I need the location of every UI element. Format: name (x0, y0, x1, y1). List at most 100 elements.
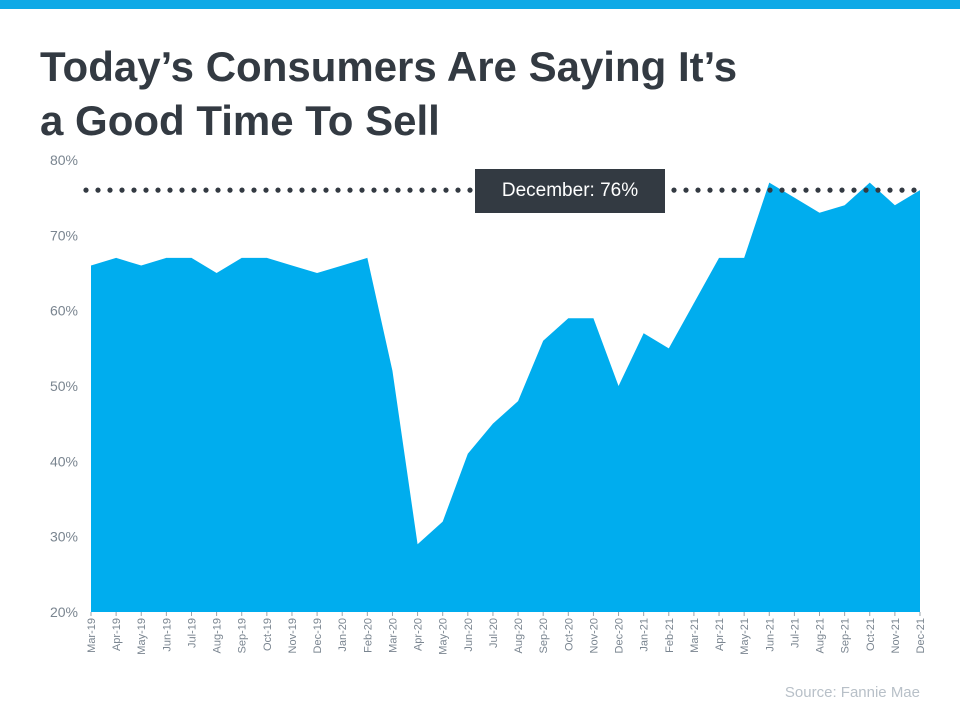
reference-dot (743, 187, 749, 193)
x-tick-label: Dec-20 (614, 618, 626, 653)
x-tick-label: Sep-21 (840, 618, 852, 653)
reference-dot (671, 187, 677, 193)
title-line-1: Today’s Consumers Are Saying It’s (40, 43, 738, 90)
reference-dot (899, 187, 905, 193)
reference-dot (803, 187, 809, 193)
page-title: Today’s Consumers Are Saying It’s a Good … (40, 40, 737, 148)
reference-dot (119, 187, 125, 193)
reference-dot (287, 187, 293, 193)
reference-dot (815, 187, 821, 193)
x-tick-label: Oct-20 (563, 618, 575, 651)
reference-dot (155, 187, 161, 193)
reference-dot (383, 187, 389, 193)
reference-dot (203, 187, 209, 193)
reference-dot (215, 187, 221, 193)
y-tick-label: 40% (50, 453, 78, 469)
reference-dot (467, 187, 473, 193)
reference-dot (407, 187, 413, 193)
reference-dot (299, 187, 305, 193)
reference-dot (791, 187, 797, 193)
reference-dot (887, 187, 893, 193)
x-tick-label: Jun-21 (764, 618, 776, 652)
y-tick-label: 30% (50, 529, 78, 545)
reference-dot (851, 187, 857, 193)
x-tick-label: Oct-21 (865, 618, 877, 651)
reference-dot (419, 187, 425, 193)
reference-dot (347, 187, 353, 193)
x-tick-label: Feb-20 (362, 618, 374, 653)
reference-dot (83, 187, 89, 193)
x-tick-label: Aug-21 (815, 618, 827, 653)
reference-dot (695, 187, 701, 193)
x-tick-label: May-20 (438, 618, 450, 655)
reference-dot (455, 187, 461, 193)
x-tick-label: Nov-20 (588, 618, 600, 653)
x-tick-label: Dec-19 (312, 618, 324, 653)
reference-dot (911, 187, 917, 193)
x-tick-label: Dec-21 (915, 618, 927, 653)
reference-dot (431, 187, 437, 193)
reference-dot (395, 187, 401, 193)
x-tick-label: Jun-19 (161, 618, 173, 652)
x-tick-label: Aug-19 (212, 618, 224, 653)
y-tick-label: 50% (50, 378, 78, 394)
reference-dot (731, 187, 737, 193)
reference-dot (863, 187, 869, 193)
reference-dot (107, 187, 113, 193)
reference-dot (131, 187, 137, 193)
reference-dot (443, 187, 449, 193)
x-tick-label: Mar-19 (86, 618, 98, 653)
reference-dot (179, 187, 185, 193)
x-tick-label: Jul-19 (186, 618, 198, 648)
y-tick-label: 70% (50, 227, 78, 243)
x-tick-label: Feb-21 (664, 618, 676, 653)
x-tick-label: Nov-21 (890, 618, 902, 653)
reference-dot (227, 187, 233, 193)
x-tick-label: Nov-19 (287, 618, 299, 653)
title-line-2: a Good Time To Sell (40, 97, 440, 144)
y-tick-label: 60% (50, 303, 78, 319)
reference-dot (251, 187, 257, 193)
x-tick-label: Sep-20 (538, 618, 550, 653)
reference-dot (359, 187, 365, 193)
reference-dot (167, 187, 173, 193)
top-accent-bar (0, 0, 960, 9)
reference-dot (755, 187, 761, 193)
reference-dot (839, 187, 845, 193)
callout-label: December: 76% (475, 169, 665, 213)
reference-dot (311, 187, 317, 193)
reference-dot (875, 187, 881, 193)
reference-dot (827, 187, 833, 193)
area-series (91, 182, 920, 612)
reference-dot (191, 187, 197, 193)
y-tick-label: 80% (50, 152, 78, 168)
y-tick-label: 20% (50, 604, 78, 620)
x-tick-label: Oct-19 (262, 618, 274, 651)
source-note: Source: Fannie Mae (784, 684, 920, 701)
x-tick-label: Sep-19 (237, 618, 249, 653)
reference-dot (719, 187, 725, 193)
reference-dot (683, 187, 689, 193)
x-tick-label: Mar-20 (387, 618, 399, 653)
x-tick-label: Mar-21 (689, 618, 701, 653)
x-tick-label: Jul-20 (488, 618, 500, 648)
x-tick-label: Jul-21 (789, 618, 801, 648)
reference-dot (335, 187, 341, 193)
reference-dot (263, 187, 269, 193)
x-tick-label: Aug-20 (513, 618, 525, 653)
reference-dot (275, 187, 281, 193)
x-tick-label: Apr-19 (111, 618, 123, 651)
x-tick-label: Jan-20 (337, 618, 349, 652)
reference-dot (323, 187, 329, 193)
x-tick-label: Jan-21 (639, 618, 651, 652)
x-tick-label: May-19 (136, 618, 148, 655)
reference-dot (707, 187, 713, 193)
x-tick-label: Apr-20 (413, 618, 425, 651)
reference-dot (767, 187, 773, 193)
x-tick-label: May-21 (739, 618, 751, 655)
x-tick-label: Jun-20 (463, 618, 475, 652)
reference-dot (779, 187, 785, 193)
reference-dot (239, 187, 245, 193)
reference-dot (143, 187, 149, 193)
